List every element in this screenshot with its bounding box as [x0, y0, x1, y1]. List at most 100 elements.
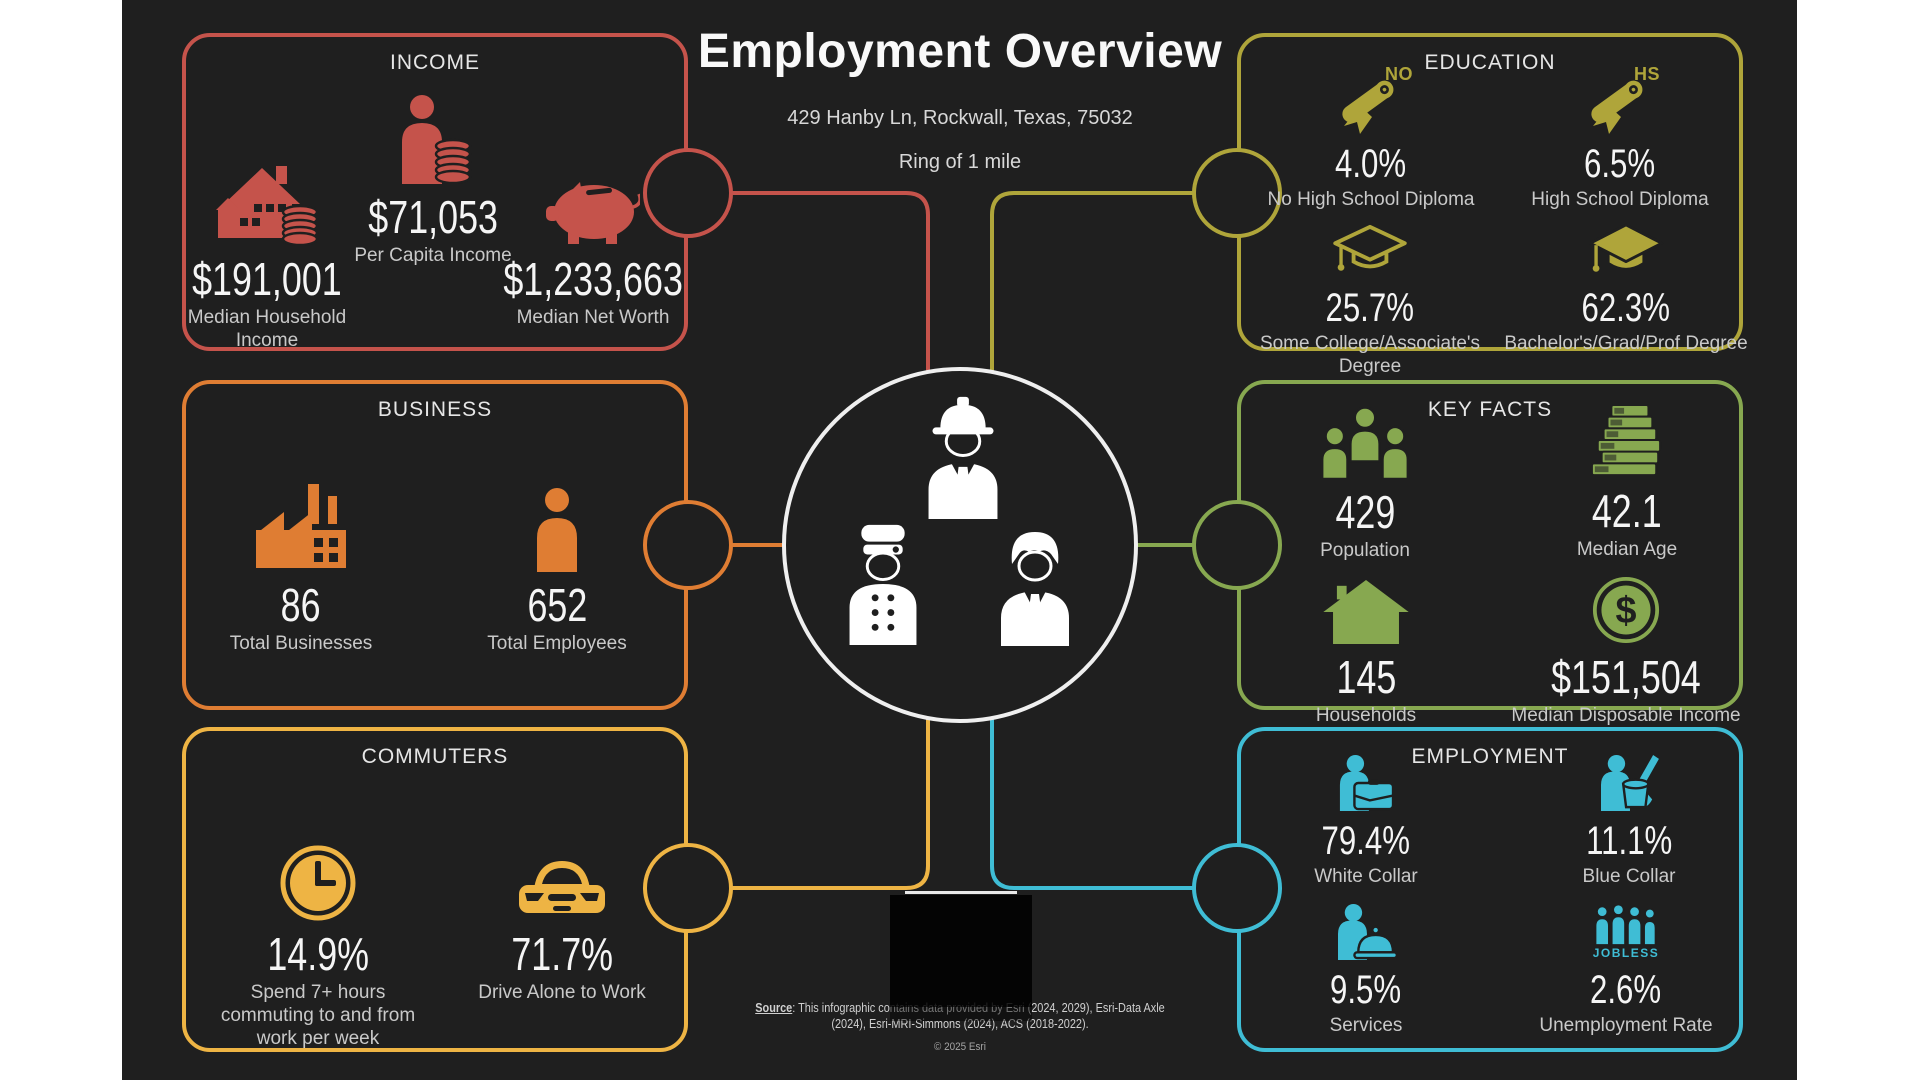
jobless-group-icon: JOBLESS: [1496, 904, 1756, 960]
stat-value: 14.9%: [267, 928, 369, 980]
stat-median-age: 42.1 Median Age: [1517, 404, 1737, 561]
person-icon: [447, 488, 667, 572]
stat-label: Households: [1315, 705, 1417, 726]
stat-value: 11.1%: [1585, 819, 1673, 863]
stat-label: Per Capita Income: [354, 245, 512, 266]
factory-icon: [191, 482, 411, 572]
mortarboard-solid-icon: [1501, 222, 1751, 278]
stat-label: High School Diploma: [1531, 189, 1709, 210]
stat-value: 6.5%: [1584, 142, 1656, 186]
money-stack-icon: [1517, 404, 1737, 478]
stat-unemployment-rate: JOBLESS 2.6% Unemployment Rate: [1496, 904, 1756, 1037]
redaction-box: [890, 895, 1032, 1007]
stat-value: 25.7%: [1325, 286, 1415, 330]
jobless-badge: JOBLESS: [1592, 946, 1660, 960]
stat-label: Median Disposable Income: [1511, 705, 1741, 726]
person-bucket-icon: [1519, 755, 1739, 811]
dollar-coin-icon: $: [1496, 576, 1756, 644]
stat-value: 62.3%: [1581, 286, 1671, 330]
stat-value: $191,001: [192, 253, 342, 305]
stat-value: $1,233,663: [503, 253, 683, 305]
chef-icon: [849, 524, 917, 645]
stat-label: Unemployment Rate: [1539, 1015, 1713, 1036]
stat-value: 4.0%: [1335, 142, 1407, 186]
stat-median-disposable-income: $ $151,504 Median Disposable Income: [1496, 576, 1756, 727]
person-briefcase-icon: [1256, 755, 1476, 811]
stat-population: 429 Population: [1255, 407, 1475, 562]
stat-label: Total Businesses: [229, 633, 373, 654]
stat-median-net-worth: $1,233,663 Median Net Worth: [473, 174, 713, 329]
stat-high-school-diploma: HS 6.5% High School Diploma: [1500, 64, 1740, 211]
diploma-no-icon: NO: [1251, 64, 1491, 134]
stat-label: White Collar: [1314, 866, 1418, 887]
stat-label: Total Employees: [487, 633, 627, 654]
piggy-bank-icon: [473, 174, 713, 246]
stat-label: Population: [1320, 540, 1410, 561]
stat-total-employees: 652 Total Employees: [447, 488, 667, 655]
stat-label: Drive Alone to Work: [478, 982, 646, 1003]
education-panel-title: EDUCATION: [1424, 51, 1556, 74]
ring-line: Ring of 1 mile: [898, 151, 1022, 173]
central-hub: [784, 369, 1136, 721]
source-line-2: (2024), Esri-MRI-Simmons (2024), ACS (20…: [831, 1016, 1089, 1031]
stat-commute-hours: 14.9% Spend 7+ hours commuting to and fr…: [188, 845, 448, 1050]
people-group-icon: [1255, 407, 1475, 479]
clock-icon: [188, 845, 448, 921]
business-panel-title: BUSINESS: [377, 398, 493, 421]
stat-value: 145: [1336, 651, 1396, 703]
stat-no-high-school: NO 4.0% No High School Diploma: [1251, 64, 1491, 211]
hs-diploma-badge: HS: [1634, 64, 1661, 84]
stat-value: 86: [281, 579, 321, 631]
stat-value: 9.5%: [1330, 968, 1402, 1012]
stat-bachelors-degree: 62.3% Bachelor's/Grad/Prof Degree: [1501, 222, 1751, 355]
stat-blue-collar: 11.1% Blue Collar: [1519, 755, 1739, 888]
stat-total-businesses: 86 Total Businesses: [191, 482, 411, 655]
stat-value: 652: [527, 579, 587, 631]
stat-white-collar: 79.4% White Collar: [1256, 755, 1476, 888]
stat-median-household-income: $191,001 Median Household Income: [157, 154, 377, 352]
mortarboard-outline-icon: [1235, 222, 1505, 278]
car-icon: [442, 851, 682, 921]
stat-label: Median Household Income: [187, 307, 347, 351]
stat-per-capita-income: $71,053 Per Capita Income: [323, 94, 543, 267]
house-coins-icon: [157, 154, 377, 246]
stat-some-college: 25.7% Some College/Associate's Degree: [1235, 222, 1505, 378]
businessman-icon: [1001, 532, 1069, 646]
keyfacts-panel-title: KEY FACTS: [1427, 398, 1553, 421]
address-line: 429 Hanby Ln, Rockwall, Texas, 75032: [787, 107, 1133, 129]
source-label: Source: [755, 1000, 793, 1015]
source-line-1: Source: This infographic contains data p…: [755, 1000, 1165, 1015]
stat-households: 145 Households: [1256, 580, 1476, 727]
svg-text:$: $: [1615, 590, 1636, 632]
stat-label: Median Net Worth: [516, 307, 670, 328]
stat-label: Services: [1329, 1015, 1403, 1036]
stat-value: 71.7%: [511, 928, 613, 980]
stat-services: 9.5% Services: [1256, 904, 1476, 1037]
stat-label: Bachelor's/Grad/Prof Degree: [1504, 333, 1748, 354]
stat-label: Some College/Associate's Degree: [1259, 333, 1481, 377]
stat-value: $151,504: [1551, 651, 1701, 703]
employment-panel-title: EMPLOYMENT: [1411, 745, 1569, 768]
income-panel-title: INCOME: [390, 51, 480, 74]
construction-worker-icon: [928, 396, 998, 519]
source-note: Source: This infographic contains data p…: [560, 1000, 1360, 1053]
diploma-hs-icon: HS: [1500, 64, 1740, 134]
stat-label: Median Age: [1576, 539, 1678, 560]
person-coins-icon: [323, 94, 543, 184]
redaction-box-fade: [890, 1007, 1032, 1021]
stat-value: 2.6%: [1590, 968, 1662, 1012]
stat-value: $71,053: [368, 191, 498, 243]
person-cloche-icon: [1256, 904, 1476, 960]
copyright: © 2025 Esri: [934, 1041, 986, 1053]
house-icon: [1256, 580, 1476, 644]
no-diploma-badge: NO: [1385, 64, 1413, 84]
logo-strip: [905, 891, 1017, 894]
stat-value: 429: [1335, 486, 1395, 538]
commuters-panel-title: COMMUTERS: [361, 745, 509, 768]
stat-label: Spend 7+ hours commuting to and from wor…: [220, 982, 416, 1049]
stat-drive-alone: 71.7% Drive Alone to Work: [442, 851, 682, 1004]
stat-label: Blue Collar: [1582, 866, 1676, 887]
stat-value: 79.4%: [1321, 819, 1411, 863]
stat-label: No High School Diploma: [1267, 189, 1475, 210]
